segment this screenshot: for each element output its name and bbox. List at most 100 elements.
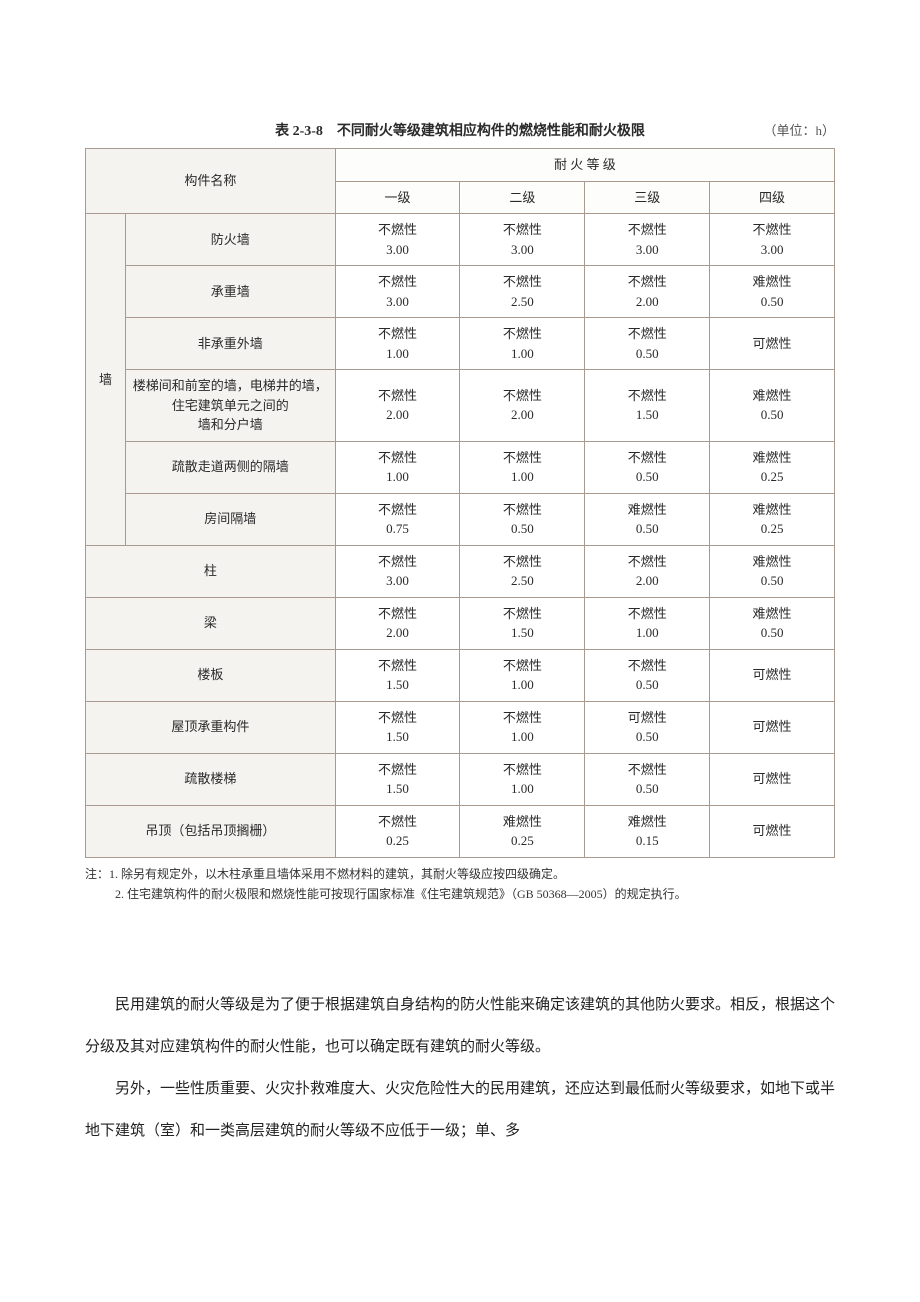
table-cell: 不燃性0.75 — [335, 493, 460, 545]
cell-limit-value: 0.50 — [714, 292, 830, 312]
table-cell: 可燃性0.50 — [585, 701, 710, 753]
cell-combustibility: 不燃性 — [340, 604, 456, 624]
cell-combustibility: 可燃性 — [589, 708, 705, 728]
cell-limit-value: 1.50 — [340, 675, 456, 695]
th-level-2: 二级 — [460, 181, 585, 214]
cell-combustibility: 不燃性 — [340, 386, 456, 406]
table-row: 屋顶承重构件不燃性1.50不燃性1.00可燃性0.50可燃性 — [86, 701, 835, 753]
cell-limit-value: 2.00 — [589, 571, 705, 591]
cell-combustibility: 不燃性 — [464, 448, 580, 468]
cell-limit-value: 0.25 — [714, 467, 830, 487]
cell-limit-value: 0.50 — [464, 519, 580, 539]
cell-combustibility: 难燃性 — [714, 552, 830, 572]
table-cell: 不燃性1.50 — [335, 701, 460, 753]
table-cell: 不燃性1.00 — [585, 597, 710, 649]
paragraph-1: 民用建筑的耐火等级是为了便于根据建筑自身结构的防火性能来确定该建筑的其他防火要求… — [85, 984, 835, 1068]
table-cell: 不燃性0.25 — [335, 805, 460, 857]
cell-combustibility: 难燃性 — [714, 386, 830, 406]
cell-limit-value: 0.50 — [589, 467, 705, 487]
th-level-4: 四级 — [710, 181, 835, 214]
th-level-3: 三级 — [585, 181, 710, 214]
cell-combustibility: 不燃性 — [464, 604, 580, 624]
cell-limit-value: 1.00 — [464, 727, 580, 747]
cell-combustibility: 可燃性 — [714, 334, 830, 354]
cell-limit-value: 1.50 — [340, 779, 456, 799]
table-cell: 难燃性0.25 — [710, 493, 835, 545]
th-component-name: 构件名称 — [86, 149, 336, 214]
table-row: 梁不燃性2.00不燃性1.50不燃性1.00难燃性0.50 — [86, 597, 835, 649]
table-row: 房间隔墙不燃性0.75不燃性0.50难燃性0.50难燃性0.25 — [86, 493, 835, 545]
cell-combustibility: 难燃性 — [714, 448, 830, 468]
cell-combustibility: 不燃性 — [340, 760, 456, 780]
table-header-row-1: 构件名称 耐 火 等 级 — [86, 149, 835, 182]
note-prefix: 注： — [85, 867, 109, 881]
component-name-cell: 梁 — [86, 597, 336, 649]
table-cell: 不燃性2.00 — [335, 370, 460, 442]
cell-limit-value: 0.50 — [589, 675, 705, 695]
table-cell: 不燃性3.00 — [335, 545, 460, 597]
cell-limit-value: 1.00 — [340, 467, 456, 487]
cell-combustibility: 不燃性 — [340, 656, 456, 676]
table-cell: 不燃性1.00 — [460, 318, 585, 370]
table-cell: 不燃性1.00 — [460, 753, 585, 805]
cell-limit-value: 2.50 — [464, 292, 580, 312]
cell-combustibility: 不燃性 — [464, 324, 580, 344]
table-cell: 不燃性2.50 — [460, 266, 585, 318]
cell-limit-value: 1.50 — [589, 405, 705, 425]
table-cell: 难燃性0.50 — [710, 266, 835, 318]
th-fire-rating: 耐 火 等 级 — [335, 149, 834, 182]
cell-combustibility: 不燃性 — [464, 272, 580, 292]
table-row: 吊顶（包括吊顶搁栅）不燃性0.25难燃性0.25难燃性0.15可燃性 — [86, 805, 835, 857]
cell-combustibility: 不燃性 — [589, 386, 705, 406]
table-cell: 不燃性3.00 — [585, 214, 710, 266]
cell-limit-value: 1.00 — [589, 623, 705, 643]
component-name-cell: 柱 — [86, 545, 336, 597]
table-cell: 不燃性1.00 — [460, 441, 585, 493]
component-name-cell: 吊顶（包括吊顶搁栅） — [86, 805, 336, 857]
component-name-cell: 疏散楼梯 — [86, 753, 336, 805]
cell-combustibility: 不燃性 — [464, 386, 580, 406]
table-cell: 可燃性 — [710, 701, 835, 753]
table-cell: 不燃性0.50 — [585, 649, 710, 701]
table-notes: 注：1. 除另有规定外，以木柱承重且墙体采用不燃材料的建筑，其耐火等级应按四级确… — [85, 864, 835, 905]
cell-combustibility: 不燃性 — [589, 220, 705, 240]
table-row: 楼梯间和前室的墙，电梯井的墙，住宅建筑单元之间的墙和分户墙不燃性2.00不燃性2… — [86, 370, 835, 442]
cell-combustibility: 不燃性 — [464, 500, 580, 520]
cell-combustibility: 不燃性 — [340, 324, 456, 344]
cell-limit-value: 0.75 — [340, 519, 456, 539]
table-cell: 不燃性1.00 — [460, 701, 585, 753]
table-row: 疏散楼梯不燃性1.50不燃性1.00不燃性0.50可燃性 — [86, 753, 835, 805]
table-cell: 不燃性2.00 — [585, 266, 710, 318]
table-cell: 难燃性0.50 — [710, 370, 835, 442]
cell-combustibility: 难燃性 — [589, 500, 705, 520]
table-cell: 可燃性 — [710, 649, 835, 701]
table-cell: 不燃性1.50 — [460, 597, 585, 649]
cell-combustibility: 不燃性 — [589, 272, 705, 292]
table-cell: 不燃性0.50 — [585, 318, 710, 370]
cell-limit-value: 1.50 — [464, 623, 580, 643]
cell-limit-value: 0.25 — [464, 831, 580, 851]
table-body: 墙防火墙不燃性3.00不燃性3.00不燃性3.00不燃性3.00承重墙不燃性3.… — [86, 214, 835, 858]
component-name-line: 楼梯间和前室的墙，电梯井的墙， — [130, 376, 331, 396]
table-cell: 不燃性1.50 — [335, 649, 460, 701]
table-cell: 难燃性0.15 — [585, 805, 710, 857]
table-row: 承重墙不燃性3.00不燃性2.50不燃性2.00难燃性0.50 — [86, 266, 835, 318]
table-cell: 难燃性0.50 — [585, 493, 710, 545]
component-name-cell: 屋顶承重构件 — [86, 701, 336, 753]
table-cell: 不燃性3.00 — [335, 266, 460, 318]
cell-combustibility: 不燃性 — [589, 604, 705, 624]
note-1: 注：1. 除另有规定外，以木柱承重且墙体采用不燃材料的建筑，其耐火等级应按四级确… — [85, 864, 835, 884]
cell-combustibility: 难燃性 — [589, 812, 705, 832]
cell-combustibility: 难燃性 — [464, 812, 580, 832]
cell-limit-value: 2.00 — [464, 405, 580, 425]
body-text: 民用建筑的耐火等级是为了便于根据建筑自身结构的防火性能来确定该建筑的其他防火要求… — [85, 984, 835, 1152]
cell-limit-value: 1.00 — [464, 467, 580, 487]
table-cell: 难燃性0.50 — [710, 597, 835, 649]
cell-limit-value: 1.00 — [464, 344, 580, 364]
table-cell: 可燃性 — [710, 318, 835, 370]
cell-combustibility: 难燃性 — [714, 272, 830, 292]
cell-limit-value: 0.25 — [714, 519, 830, 539]
cell-combustibility: 不燃性 — [340, 272, 456, 292]
cell-limit-value: 0.50 — [714, 623, 830, 643]
cell-combustibility: 不燃性 — [464, 760, 580, 780]
